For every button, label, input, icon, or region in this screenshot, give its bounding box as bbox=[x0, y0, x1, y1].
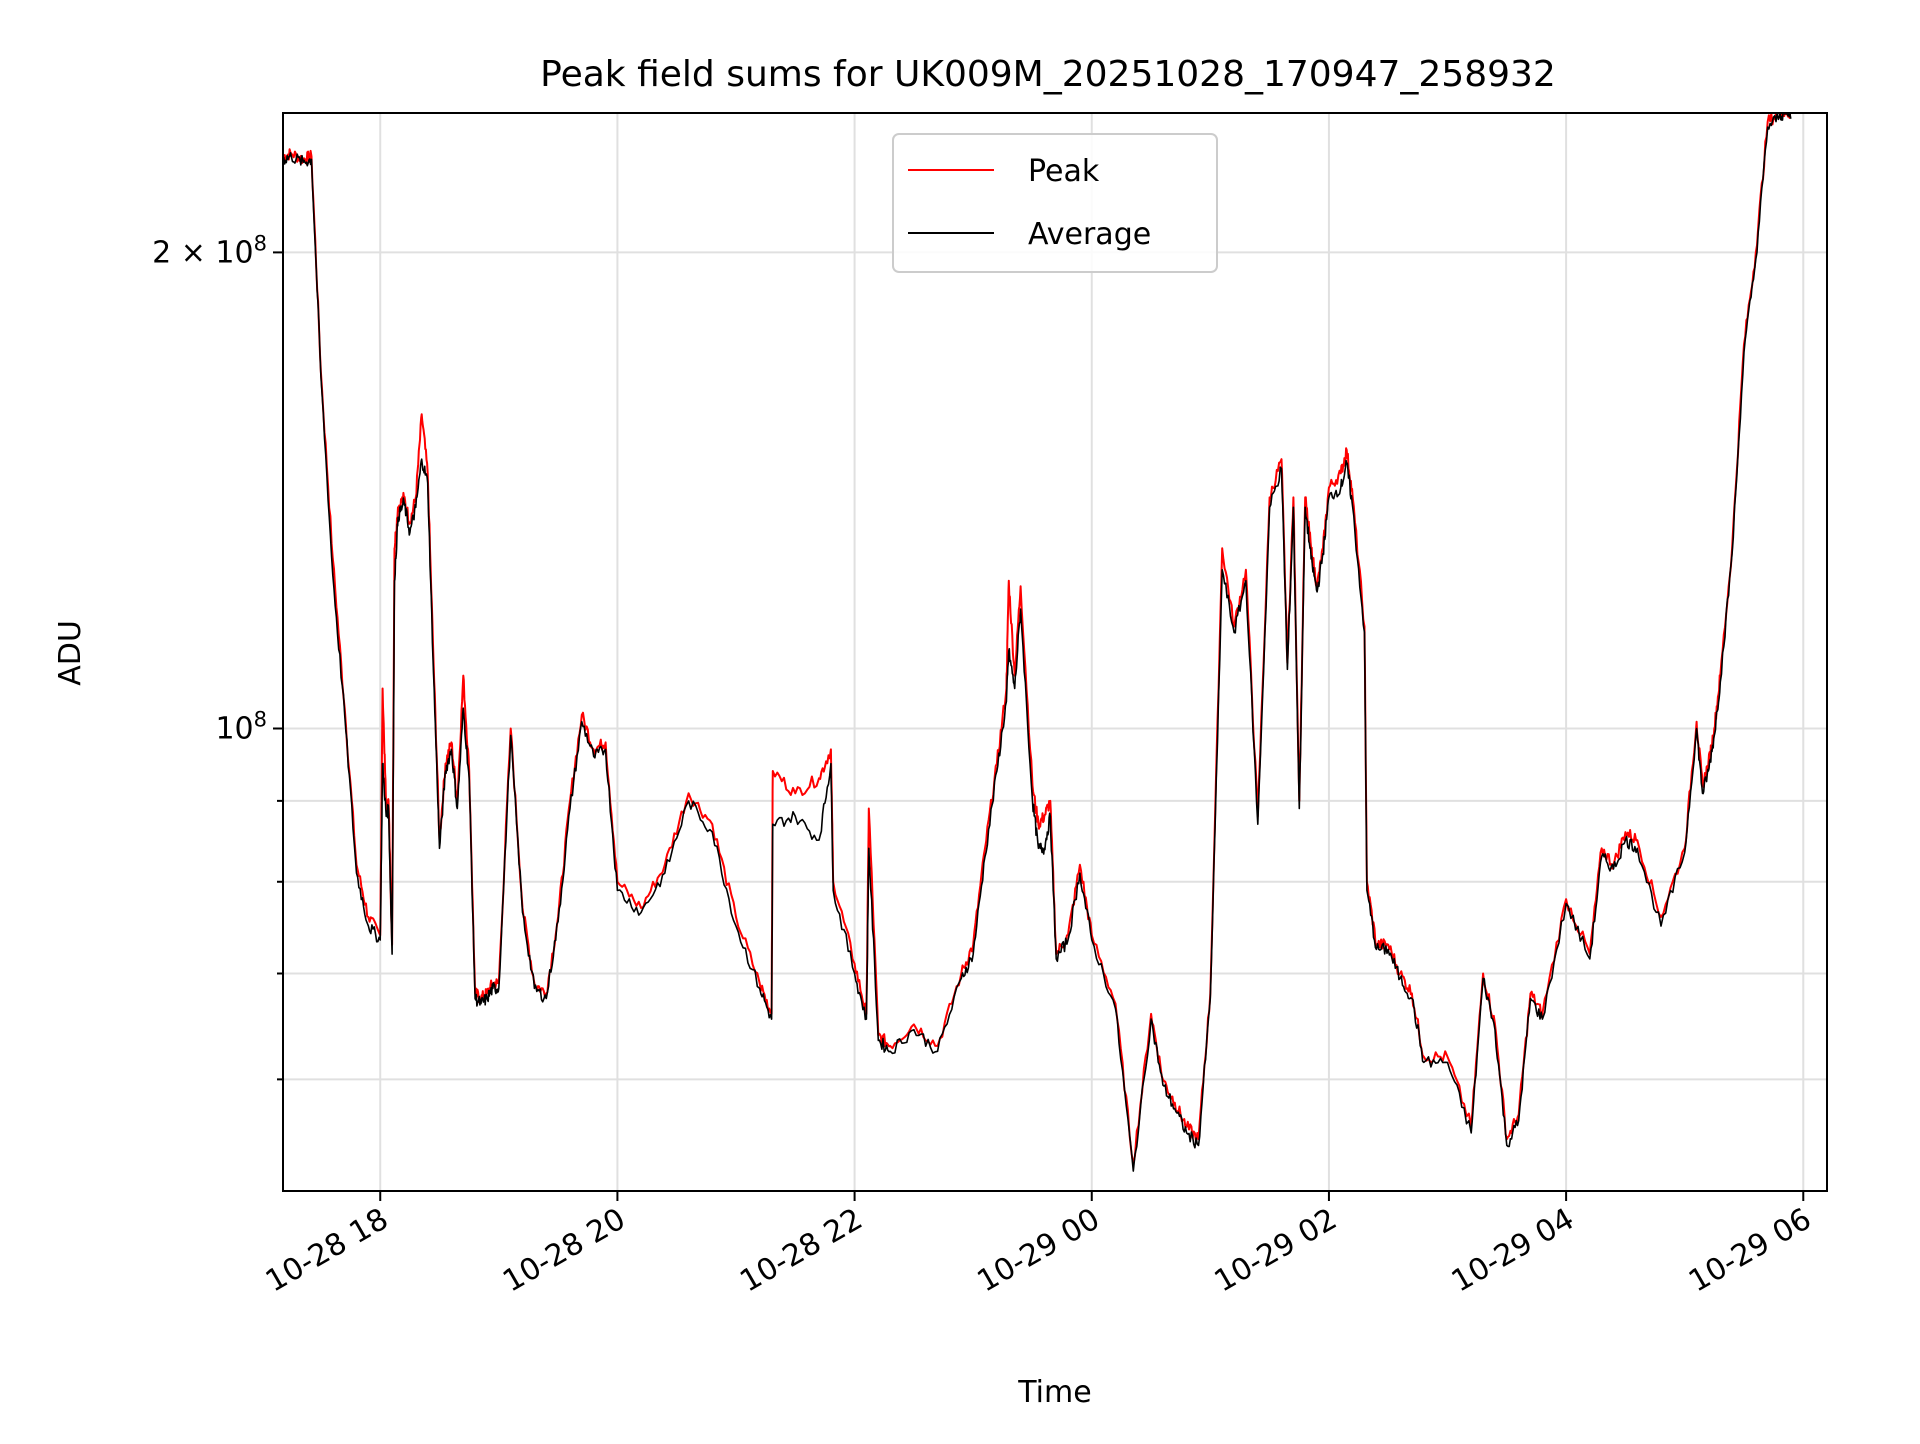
plot-frame bbox=[282, 112, 1828, 1192]
x-axis-label: Time bbox=[1017, 1375, 1091, 1410]
y-axis-label: ADU bbox=[53, 620, 88, 686]
legend-box bbox=[892, 133, 1218, 273]
series-layer bbox=[283, 113, 1792, 1172]
legend-peak-label: Peak bbox=[1028, 154, 1100, 189]
legend: Peak Average bbox=[892, 133, 1218, 273]
y-tick-label: 108 bbox=[215, 707, 267, 746]
average-series-line bbox=[283, 113, 1792, 1172]
y-tick-label: 2 × 108 bbox=[152, 231, 267, 270]
chart-title: Peak field sums for UK009M_20251028_1709… bbox=[540, 54, 1556, 95]
y-axis: 108 2 × 108 bbox=[152, 231, 283, 1081]
legend-average-label: Average bbox=[1028, 217, 1151, 252]
grid-layer bbox=[283, 113, 1827, 1191]
